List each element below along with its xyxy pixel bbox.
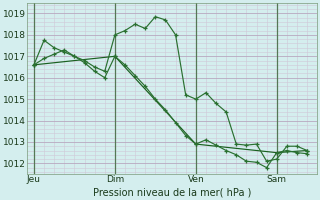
X-axis label: Pression niveau de la mer( hPa ): Pression niveau de la mer( hPa ) xyxy=(93,187,252,197)
